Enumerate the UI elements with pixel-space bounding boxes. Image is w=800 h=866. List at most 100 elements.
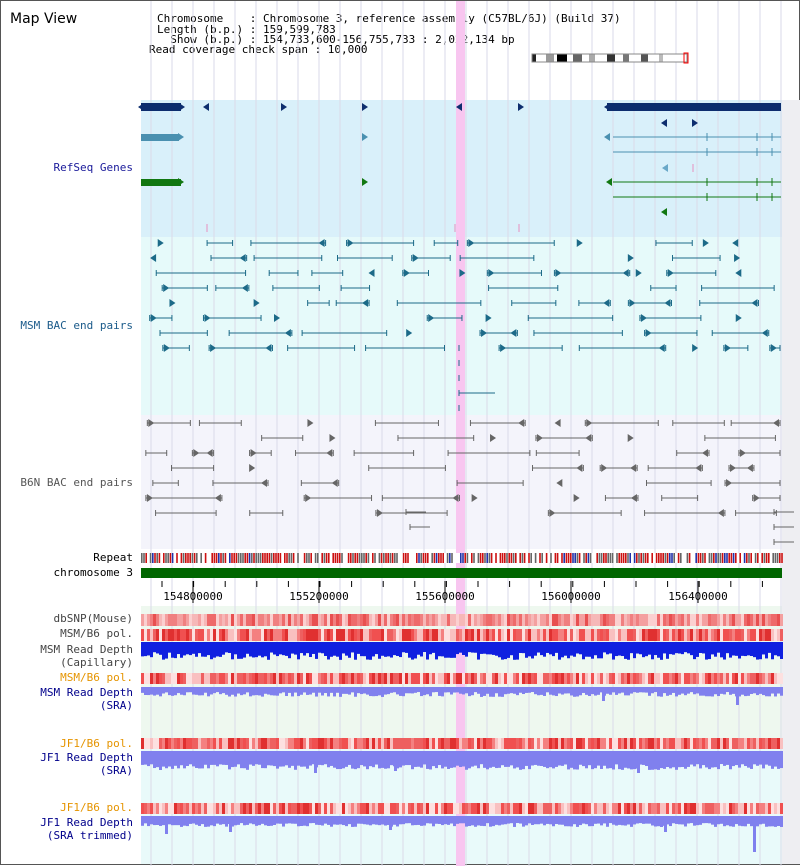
read-depth-bin	[360, 687, 363, 695]
polymorphism-bin	[552, 629, 555, 641]
polymorphism-bin	[261, 614, 264, 626]
polymorphism-bin	[375, 673, 378, 684]
read-depth-bin	[474, 687, 477, 693]
repeat-element	[460, 553, 462, 563]
read-depth-bin	[456, 751, 459, 766]
polymorphism-bin	[255, 673, 258, 684]
polymorphism-bin	[450, 803, 453, 814]
polymorphism-bin	[753, 673, 756, 684]
read-depth-bin	[534, 751, 537, 765]
highlight-column	[456, 1, 465, 866]
polymorphism-bin	[765, 673, 768, 684]
polymorphism-bin	[315, 738, 318, 749]
repeat-element	[310, 553, 312, 563]
read-depth-bin	[324, 751, 327, 765]
polymorphism-bin	[630, 614, 633, 626]
read-depth-bin	[543, 816, 546, 826]
repeat-element	[578, 553, 581, 563]
read-depth-bin	[474, 642, 477, 653]
polymorphism-bin	[678, 629, 681, 641]
read-depth-bin	[282, 751, 285, 767]
read-depth-bin	[429, 816, 432, 824]
read-depth-spike	[229, 816, 232, 832]
polymorphism-bin	[606, 803, 609, 814]
polymorphism-bin	[306, 614, 309, 626]
polymorphism-bin	[405, 803, 408, 814]
polymorphism-bin	[213, 629, 216, 641]
read-depth-bin	[327, 687, 330, 697]
polymorphism-bin	[534, 803, 537, 814]
read-depth-bin	[432, 751, 435, 767]
polymorphism-bin	[693, 738, 696, 749]
read-depth-bin	[303, 816, 306, 826]
polymorphism-bin	[312, 673, 315, 684]
polymorphism-bin	[537, 673, 540, 684]
repeat-element	[378, 553, 381, 563]
polymorphism-bin	[234, 803, 237, 814]
read-depth-bin	[300, 687, 303, 695]
polymorphism-bin	[639, 738, 642, 749]
read-depth-bin	[267, 687, 270, 695]
read-depth-bin	[339, 751, 342, 770]
polymorphism-bin	[696, 673, 699, 684]
polymorphism-bin	[654, 738, 657, 749]
read-depth-bin	[564, 816, 567, 827]
polymorphism-bin	[210, 803, 213, 814]
polymorphism-bin	[579, 738, 582, 749]
read-depth-bin	[684, 642, 687, 653]
feature-arrow	[601, 464, 608, 472]
polymorphism-bin	[432, 673, 435, 684]
repeat-element	[653, 553, 656, 563]
read-depth-bin	[498, 751, 501, 768]
polymorphism-bin	[603, 738, 606, 749]
read-depth-bin	[363, 687, 366, 694]
read-depth-bin	[405, 816, 408, 824]
read-depth-bin	[429, 642, 432, 655]
read-depth-bin	[579, 687, 582, 696]
read-depth-bin	[633, 687, 636, 693]
polymorphism-bin	[777, 614, 780, 626]
read-depth-bin	[459, 687, 462, 694]
polymorphism-bin	[549, 738, 552, 749]
feature-arrow	[148, 419, 155, 427]
polymorphism-bin	[282, 614, 285, 626]
read-depth-bin	[645, 642, 648, 657]
polymorphism-bin	[702, 614, 705, 626]
polymorphism-bin	[600, 673, 603, 684]
read-depth-bin	[453, 816, 456, 827]
repeat-element	[583, 553, 585, 563]
polymorphism-bin	[165, 629, 168, 641]
polymorphism-bin	[495, 629, 498, 641]
read-depth-bin	[609, 751, 612, 769]
read-depth-bin	[525, 687, 528, 693]
repeat-element	[352, 553, 354, 563]
read-depth-bin	[396, 816, 399, 827]
read-depth-bin	[336, 642, 339, 657]
read-depth-bin	[420, 687, 423, 697]
read-depth-bin	[603, 816, 606, 824]
read-depth-bin	[615, 642, 618, 657]
read-depth-bin	[252, 751, 255, 766]
polymorphism-bin	[468, 738, 471, 749]
repeat-element	[268, 553, 271, 563]
polymorphism-bin	[408, 673, 411, 684]
read-depth-bin	[357, 642, 360, 654]
polymorphism-bin	[225, 803, 228, 814]
repeat-element	[479, 553, 482, 563]
polymorphism-bin	[558, 738, 561, 749]
read-depth-bin	[537, 751, 540, 766]
read-depth-bin	[714, 816, 717, 827]
read-depth-bin	[666, 751, 669, 768]
polymorphism-bin	[360, 803, 363, 814]
polymorphism-bin	[204, 803, 207, 814]
polymorphism-bin	[660, 738, 663, 749]
polymorphism-bin	[576, 803, 579, 814]
polymorphism-bin	[252, 673, 255, 684]
polymorphism-bin	[717, 673, 720, 684]
read-depth-bin	[240, 816, 243, 824]
feature-arrow	[347, 239, 354, 247]
read-depth-bin	[192, 751, 195, 767]
read-depth-bin	[519, 687, 522, 693]
